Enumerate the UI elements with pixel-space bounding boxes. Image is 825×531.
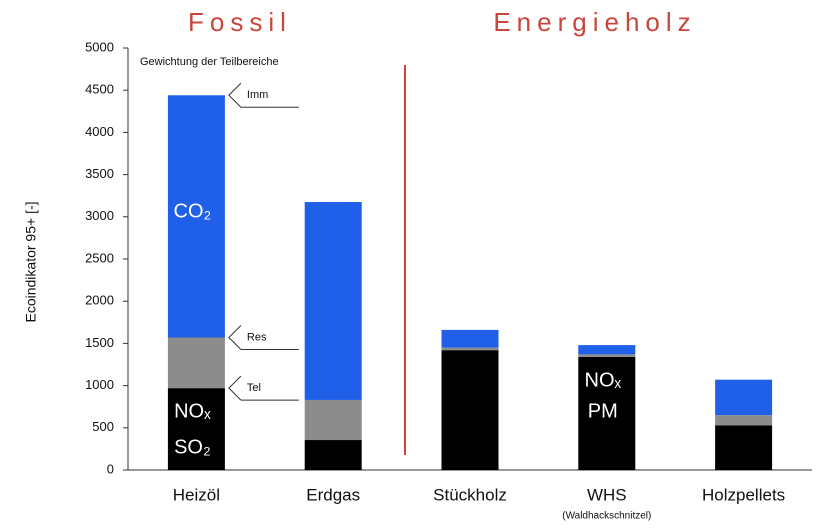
callout-bracket <box>228 325 242 350</box>
bar-segment <box>715 425 773 470</box>
annotation: PM <box>588 400 618 422</box>
annotation: CO₂ <box>174 200 212 222</box>
y-tick-label: 500 <box>92 419 114 434</box>
callout: Res <box>247 331 267 343</box>
bar-segment <box>441 329 499 348</box>
y-tick-label: 4000 <box>85 124 114 139</box>
header: Fossil <box>188 7 292 37</box>
note: Gewichtung der Teilbereiche <box>140 56 279 68</box>
bar-segment <box>304 440 362 470</box>
y-axis-label: Ecoindikator 95+ [-] <box>23 201 39 322</box>
bar-segment <box>441 347 499 351</box>
bar-segment <box>441 350 499 470</box>
callout: Tel <box>247 382 261 394</box>
bar-segment <box>578 356 636 470</box>
bar-segment <box>715 415 773 426</box>
x-tick-label: Holzpellets <box>702 485 785 504</box>
y-tick-label: 0 <box>107 461 114 476</box>
callout-bracket <box>228 375 242 401</box>
bar-segment <box>167 95 225 338</box>
bar-segment <box>167 337 225 389</box>
annotation: NOₓ <box>585 369 622 391</box>
header: Energieholz <box>493 7 696 37</box>
x-tick-label: WHS <box>587 485 627 504</box>
bar-segment <box>578 345 636 355</box>
y-tick-label: 1500 <box>85 335 114 350</box>
x-tick-label: Heizöl <box>173 485 220 504</box>
x-tick-label: Erdgas <box>306 485 360 504</box>
bar-segment <box>715 379 773 416</box>
callout-bracket <box>228 82 242 108</box>
bar-segment <box>167 388 225 470</box>
y-tick-label: 2000 <box>85 293 114 308</box>
annotation: SO₂ <box>174 436 211 458</box>
y-tick-label: 1000 <box>85 377 114 392</box>
y-tick-label: 5000 <box>85 39 114 54</box>
y-tick-label: 2500 <box>85 250 114 265</box>
callout: Imm <box>247 89 268 101</box>
bar-segment <box>578 354 636 357</box>
y-tick-label: 3500 <box>85 166 114 181</box>
annotation: NOₓ <box>174 400 211 422</box>
y-tick-label: 4500 <box>85 82 114 97</box>
x-tick-label: Stückholz <box>433 485 507 504</box>
y-tick-label: 3000 <box>85 208 114 223</box>
category-note: (Waldhackschnitzel) <box>562 511 651 522</box>
bar-segment <box>304 202 362 400</box>
bar-segment <box>304 399 362 441</box>
